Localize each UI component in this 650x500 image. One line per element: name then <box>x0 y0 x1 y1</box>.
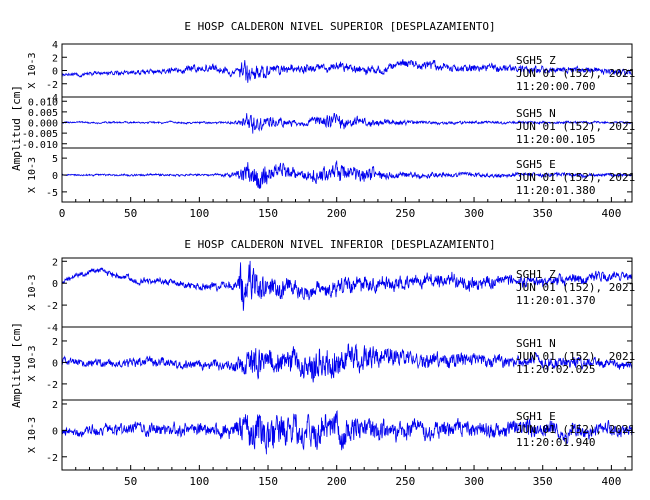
scale-factor-label: X 10-3 <box>27 417 38 453</box>
x-tick-label: 50 <box>124 475 137 488</box>
y-tick-label: -2 <box>46 453 58 464</box>
y-tick-label: 5 <box>52 154 58 165</box>
seismogram-trace <box>61 260 633 311</box>
x-tick-label: 400 <box>601 475 621 488</box>
lower-figure: E HOSP CALDERON NIVEL INFERIOR [DESPLAZA… <box>10 238 635 488</box>
upper-figure: E HOSP CALDERON NIVEL SUPERIOR [DESPLAZA… <box>10 20 635 220</box>
time-label: 11:20:01.370 <box>516 294 595 307</box>
x-tick-label: 50 <box>124 207 137 220</box>
x-tick-label: 400 <box>601 207 621 220</box>
x-tick-label: 200 <box>327 475 347 488</box>
y-tick-label: -2 <box>46 380 58 391</box>
y-tick-label: -4 <box>46 323 58 334</box>
upper-ylabel: Amplitud [cm] <box>10 85 23 171</box>
y-tick-label: 2 <box>52 53 58 64</box>
y-tick-label: -5 <box>46 188 58 199</box>
station-label: SGH1 Z <box>516 268 556 281</box>
station-label: SGH5 Z <box>516 54 556 67</box>
x-tick-label: 350 <box>533 207 553 220</box>
upper-title: E HOSP CALDERON NIVEL SUPERIOR [DESPLAZA… <box>184 20 495 33</box>
x-tick-label: 300 <box>464 207 484 220</box>
seismogram-trace <box>61 343 633 383</box>
scale-factor-label: X 10-3 <box>27 345 38 381</box>
date-label: JUN 01 (152), 2021 <box>516 120 635 133</box>
x-tick-label: 250 <box>395 207 415 220</box>
y-tick-label: 2 <box>52 337 58 348</box>
y-tick-label: 2 <box>52 257 58 268</box>
y-tick-label: 0 <box>52 426 58 437</box>
y-tick-label: -2 <box>46 301 58 312</box>
y-tick-label: 0.010 <box>28 97 58 108</box>
y-tick-label: -0.005 <box>22 129 58 140</box>
x-tick-label: 300 <box>464 475 484 488</box>
scale-factor-label: X 10-3 <box>27 157 38 193</box>
seismogram-trace <box>62 160 633 189</box>
station-label: SGH5 E <box>516 158 556 171</box>
lower-ylabel: Amplitud [cm] <box>10 322 23 408</box>
x-tick-label: 150 <box>258 207 278 220</box>
x-tick-label: 100 <box>189 207 209 220</box>
time-label: 11:20:02.025 <box>516 363 595 376</box>
y-tick-label: -2 <box>46 80 58 91</box>
panel-frame <box>61 399 633 471</box>
y-tick-label: 0.000 <box>28 119 58 130</box>
lower-x-axis: 50 100 150 200 250 300 350 400 <box>75 465 626 488</box>
time-label: 11:20:00.105 <box>516 133 595 146</box>
seismogram-trace <box>61 59 633 83</box>
time-label: 11:20:00.700 <box>516 80 595 93</box>
scale-factor-label: X 10-3 <box>27 52 38 88</box>
time-label: 11:20:01.940 <box>516 436 595 449</box>
x-tick-label: 0 <box>59 207 66 220</box>
upper-x-axis: 0 50 100 150 200 250 300 350 400 <box>59 197 626 220</box>
x-tick-label: 150 <box>258 475 278 488</box>
date-label: JUN 01 (152), 2021 <box>516 350 635 363</box>
seismogram-trace <box>61 113 633 134</box>
date-label: JUN 01 (152), 2021 <box>516 423 635 436</box>
station-label: SGH1 N <box>516 337 556 350</box>
date-label: JUN 01 (152), 2021 <box>516 67 635 80</box>
scale-factor-label: X 10-3 <box>27 274 38 310</box>
y-tick-label: -4 <box>46 93 58 104</box>
x-tick-label: 350 <box>533 475 553 488</box>
y-tick-label: 0 <box>52 279 58 290</box>
y-tick-label: 2 <box>52 400 58 411</box>
lower-title: E HOSP CALDERON NIVEL INFERIOR [DESPLAZA… <box>184 238 495 251</box>
date-label: JUN 01 (152), 2021 <box>516 171 635 184</box>
date-label: JUN 01 (152), 2021 <box>516 281 635 294</box>
time-label: 11:20:01.380 <box>516 184 595 197</box>
station-label: SGH1 E <box>516 410 556 423</box>
y-tick-label: 0.005 <box>28 108 58 119</box>
y-tick-label: 0 <box>52 67 58 78</box>
x-tick-label: 250 <box>395 475 415 488</box>
y-tick-label: 4 <box>52 40 58 51</box>
station-label: SGH5 N <box>516 107 556 120</box>
y-tick-label: 0 <box>52 171 58 182</box>
seismogram-trace <box>61 410 633 455</box>
y-tick-label: 0 <box>52 358 58 369</box>
x-tick-label: 100 <box>189 475 209 488</box>
y-tick-label: -0.010 <box>22 140 58 151</box>
x-tick-label: 200 <box>327 207 347 220</box>
